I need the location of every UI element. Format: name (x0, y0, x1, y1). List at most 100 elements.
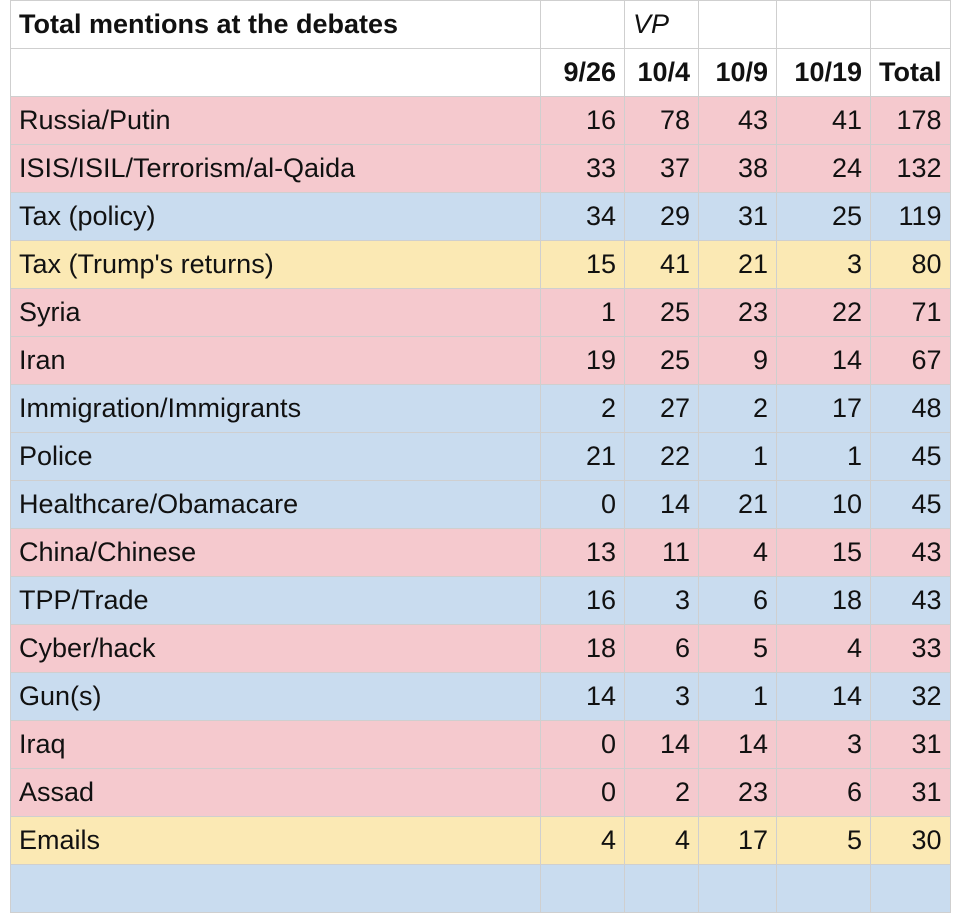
table-row: Syria 1 25 23 22 71 (10, 288, 951, 337)
count-cell: 13 (540, 528, 625, 577)
header-row-title: Total mentions at the debates VP (10, 0, 951, 49)
column-header-total: Total (870, 48, 951, 97)
total-cell: 80 (870, 240, 951, 289)
header-blank-cell (698, 0, 777, 49)
count-cell: 25 (624, 288, 699, 337)
count-cell: 0 (540, 720, 625, 769)
count-cell: 4 (624, 816, 699, 865)
count-cell: 6 (624, 624, 699, 673)
header-blank-cell (776, 0, 871, 49)
total-cell: 31 (870, 768, 951, 817)
count-cell: 18 (540, 624, 625, 673)
count-cell: 43 (698, 96, 777, 145)
count-cell: 9 (698, 336, 777, 385)
count-cell: 3 (624, 672, 699, 721)
cut-off-cell (776, 864, 871, 913)
total-cell: 30 (870, 816, 951, 865)
topic-cell: Syria (10, 288, 541, 337)
count-cell: 17 (698, 816, 777, 865)
table-row: ISIS/ISIL/Terrorism/al-Qaida 33 37 38 24 132 (10, 144, 951, 193)
count-cell: 38 (698, 144, 777, 193)
count-cell: 18 (776, 576, 871, 625)
topic-cell: Immigration/Immigrants (10, 384, 541, 433)
count-cell: 22 (776, 288, 871, 337)
column-header-10-19: 10/19 (776, 48, 871, 97)
table-row: Police 21 22 1 1 45 (10, 432, 951, 481)
topic-cell: Iraq (10, 720, 541, 769)
count-cell: 21 (540, 432, 625, 481)
table-row: Healthcare/Obamacare 0 14 21 10 45 (10, 480, 951, 529)
count-cell: 10 (776, 480, 871, 529)
count-cell: 24 (776, 144, 871, 193)
total-cell: 33 (870, 624, 951, 673)
count-cell: 5 (776, 816, 871, 865)
count-cell: 6 (698, 576, 777, 625)
column-header-9-26: 9/26 (540, 48, 625, 97)
count-cell: 4 (776, 624, 871, 673)
count-cell: 31 (698, 192, 777, 241)
count-cell: 14 (776, 672, 871, 721)
count-cell: 27 (624, 384, 699, 433)
total-cell: 45 (870, 432, 951, 481)
count-cell: 17 (776, 384, 871, 433)
total-cell: 132 (870, 144, 951, 193)
count-cell: 16 (540, 576, 625, 625)
count-cell: 14 (624, 480, 699, 529)
count-cell: 2 (698, 384, 777, 433)
total-cell: 45 (870, 480, 951, 529)
total-cell: 48 (870, 384, 951, 433)
total-cell: 178 (870, 96, 951, 145)
total-cell: 119 (870, 192, 951, 241)
total-cell: 32 (870, 672, 951, 721)
table-row: Tax (Trump's returns) 15 41 21 3 80 (10, 240, 951, 289)
count-cell: 3 (776, 240, 871, 289)
count-cell: 16 (540, 96, 625, 145)
count-cell: 23 (698, 288, 777, 337)
count-cell: 1 (698, 432, 777, 481)
count-cell: 22 (624, 432, 699, 481)
cut-off-cell (10, 864, 541, 913)
header-blank-cell (10, 48, 541, 97)
cut-off-cell (698, 864, 777, 913)
topic-cell: Russia/Putin (10, 96, 541, 145)
table-row: Tax (policy) 34 29 31 25 119 (10, 192, 951, 241)
count-cell: 41 (624, 240, 699, 289)
topic-cell: Tax (policy) (10, 192, 541, 241)
count-cell: 1 (776, 432, 871, 481)
count-cell: 78 (624, 96, 699, 145)
count-cell: 3 (624, 576, 699, 625)
count-cell: 1 (540, 288, 625, 337)
topic-cell: Healthcare/Obamacare (10, 480, 541, 529)
table-row: Cyber/hack 18 6 5 4 33 (10, 624, 951, 673)
table-row: Iran 19 25 9 14 67 (10, 336, 951, 385)
count-cell: 1 (698, 672, 777, 721)
count-cell: 14 (540, 672, 625, 721)
mentions-table: Total mentions at the debates VP 9/26 10… (10, 0, 951, 913)
topic-cell: Emails (10, 816, 541, 865)
header-blank-cell (540, 0, 625, 49)
topic-cell: Police (10, 432, 541, 481)
count-cell: 0 (540, 768, 625, 817)
total-cell: 43 (870, 528, 951, 577)
table-row: China/Chinese 13 11 4 15 43 (10, 528, 951, 577)
total-cell: 71 (870, 288, 951, 337)
count-cell: 2 (624, 768, 699, 817)
count-cell: 14 (624, 720, 699, 769)
count-cell: 33 (540, 144, 625, 193)
topic-cell: China/Chinese (10, 528, 541, 577)
count-cell: 4 (540, 816, 625, 865)
cut-off-cell (624, 864, 699, 913)
table-row: TPP/Trade 16 3 6 18 43 (10, 576, 951, 625)
count-cell: 14 (698, 720, 777, 769)
table-row: Emails 4 4 17 5 30 (10, 816, 951, 865)
topic-cell: Assad (10, 768, 541, 817)
count-cell: 2 (540, 384, 625, 433)
table-row: Iraq 0 14 14 3 31 (10, 720, 951, 769)
count-cell: 15 (540, 240, 625, 289)
header-blank-cell (870, 0, 951, 49)
column-header-10-4: 10/4 (624, 48, 699, 97)
topic-cell: Tax (Trump's returns) (10, 240, 541, 289)
topic-cell: Cyber/hack (10, 624, 541, 673)
cut-off-cell (870, 864, 951, 913)
count-cell: 29 (624, 192, 699, 241)
